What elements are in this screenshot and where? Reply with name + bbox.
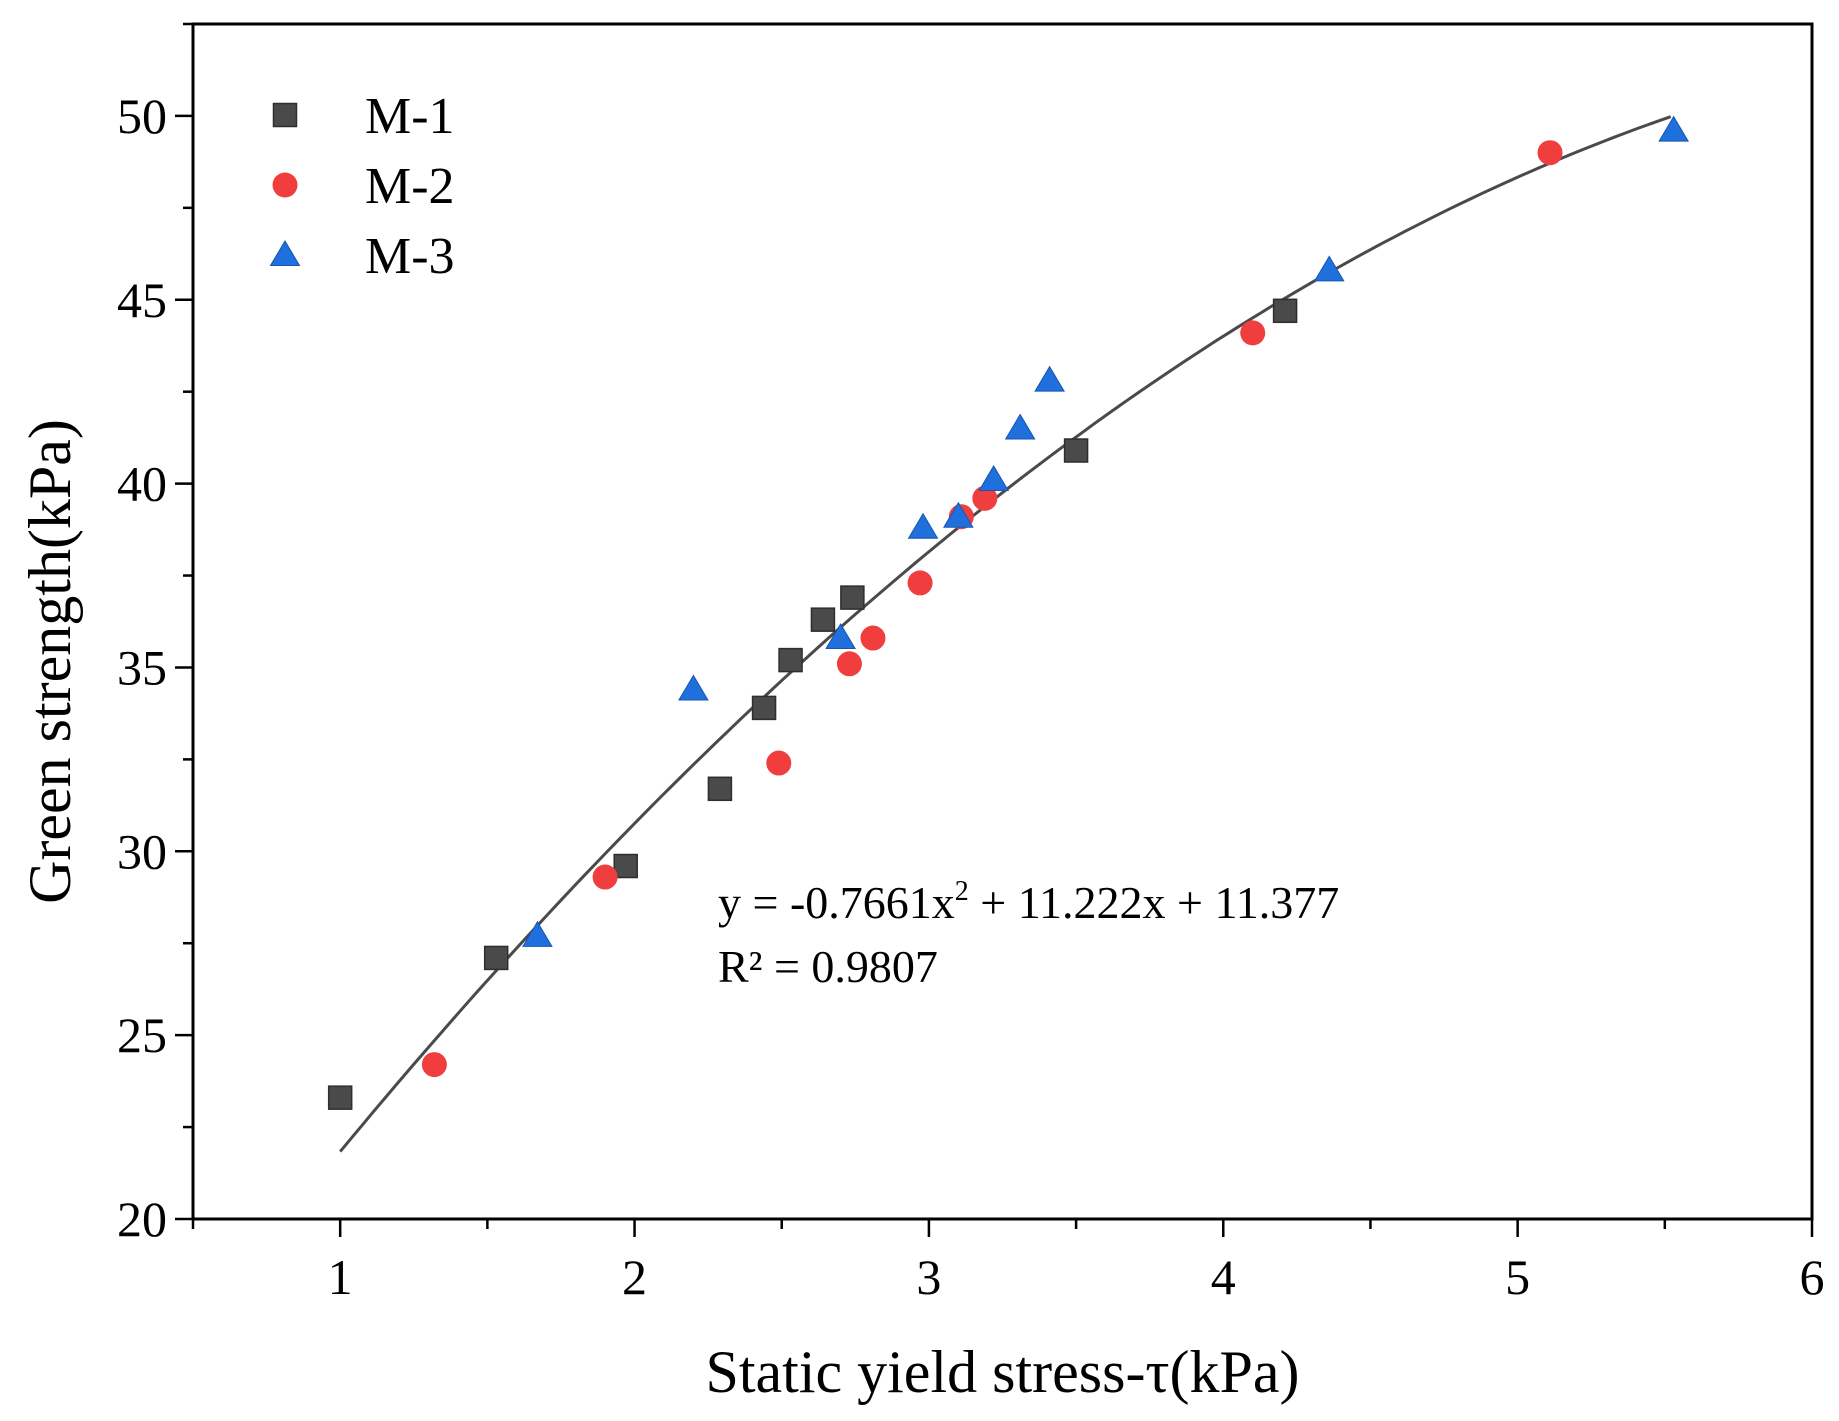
y-tick-label: 25: [117, 1007, 167, 1063]
data-point-m-1: [1063, 438, 1089, 463]
x-axis-title: Static yield stress-τ(kPa): [706, 1339, 1300, 1405]
data-points-group: [327, 115, 1690, 1110]
legend-marker-m-1: [272, 102, 298, 128]
data-point-m-1: [707, 776, 733, 802]
data-point-m-2: [1537, 140, 1563, 166]
fit-r-squared: R² = 0.9807: [718, 941, 938, 992]
data-point-m-3: [942, 501, 974, 528]
data-point-m-1: [778, 647, 803, 673]
fit-equation-exponent: 2: [955, 876, 969, 907]
data-point-m-2: [766, 750, 792, 776]
legend-label-m-2: M-2: [365, 158, 455, 215]
y-tick-label: 35: [117, 639, 167, 695]
data-point-m-1: [840, 585, 865, 610]
legend-marker-m-2: [272, 172, 298, 198]
y-tick-label: 50: [117, 88, 167, 144]
legend-label-m-1: M-1: [365, 88, 455, 145]
x-tick-label: 4: [1211, 1249, 1236, 1305]
data-point-m-2: [421, 1052, 447, 1078]
y-tick-label: 20: [117, 1191, 167, 1247]
data-point-m-3: [1004, 413, 1036, 440]
legend-marker-m-3: [269, 240, 301, 266]
data-point-m-2: [972, 485, 998, 511]
data-point-m-1: [810, 607, 836, 632]
data-point-m-1: [613, 853, 638, 879]
data-point-m-1: [483, 945, 509, 971]
x-tick-label: 6: [1800, 1249, 1825, 1305]
data-point-m-3: [522, 920, 553, 947]
data-point-m-2: [836, 651, 862, 677]
data-point-m-3: [825, 623, 856, 650]
legend: M-1 M-2 M-3: [269, 88, 455, 285]
x-tick-label: 1: [328, 1249, 353, 1305]
data-point-m-2: [907, 570, 933, 596]
data-point-m-2: [860, 625, 886, 651]
data-point-m-3: [1313, 255, 1345, 282]
data-point-m-3: [678, 674, 709, 701]
data-point-m-3: [1658, 115, 1690, 142]
data-point-m-1: [751, 695, 777, 721]
data-point-m-3: [907, 512, 939, 539]
data-point-m-1: [1272, 298, 1298, 324]
fit-equation-suffix: + 11.222x + 11.377: [969, 877, 1339, 928]
plot-frame: [191, 22, 1814, 1221]
data-point-m-3: [978, 464, 1010, 491]
fit-equation-prefix: y = -0.7661x: [718, 877, 955, 928]
x-tick-label: 3: [916, 1249, 941, 1305]
y-tick-label: 40: [117, 456, 167, 512]
y-tick-label: 45: [117, 272, 167, 328]
data-point-m-1: [327, 1085, 353, 1110]
x-tick-label: 5: [1505, 1249, 1530, 1305]
y-axis-title: Green strength(kPa): [17, 419, 83, 904]
y-tick-label: 30: [117, 823, 167, 879]
fit-equation: y = -0.7661x2 + 11.222x + 11.377: [718, 876, 1339, 928]
data-point-m-2: [592, 864, 618, 890]
legend-label-m-3: M-3: [365, 228, 455, 285]
data-point-m-2: [1240, 320, 1266, 346]
x-tick-label: 2: [622, 1249, 647, 1305]
data-point-m-3: [1034, 365, 1065, 392]
